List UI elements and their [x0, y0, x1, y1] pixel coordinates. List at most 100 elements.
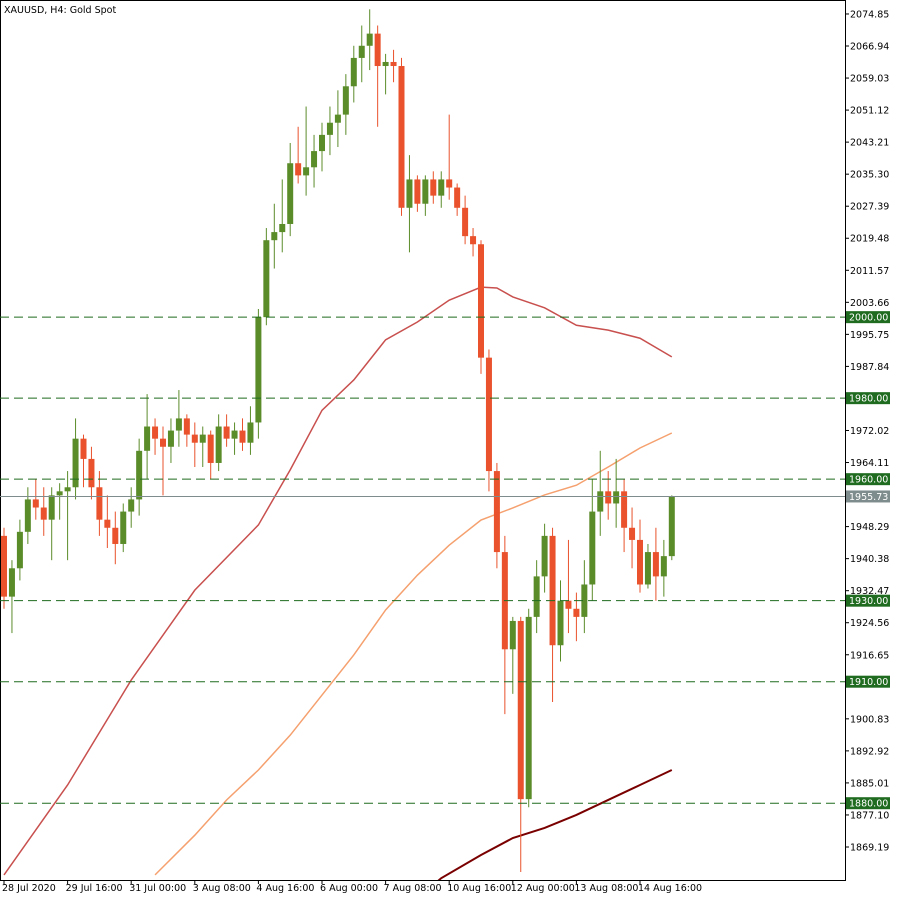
y-tick-label: 1900.83 [850, 714, 889, 725]
level-label: 1930.00 [849, 596, 888, 607]
x-tick-label: 6 Aug 00:00 [320, 883, 378, 894]
candle-body [533, 576, 540, 617]
candle-body [191, 434, 198, 443]
candle-body [350, 57, 357, 87]
plot-frame [0, 0, 846, 881]
candle-body [589, 511, 596, 585]
candle-body [605, 491, 612, 504]
moving-average [3, 286, 673, 876]
x-tick-label: 31 Jul 00:00 [129, 883, 186, 894]
y-tick-label: 1892.92 [850, 746, 889, 757]
candle-body [565, 600, 572, 609]
candle-body [231, 430, 238, 439]
candle-body [390, 61, 397, 67]
candle-body [88, 458, 95, 488]
level-label: 1880.00 [849, 799, 888, 810]
candle-body [271, 232, 278, 241]
candle-body [597, 491, 604, 512]
plot-area [1, 9, 675, 880]
candle-body [398, 66, 405, 208]
candle-body [311, 151, 318, 168]
x-tick-label: 12 Aug 00:00 [511, 883, 575, 894]
candle-body [382, 61, 389, 67]
candle-body [430, 179, 437, 196]
candle-body [175, 418, 182, 431]
x-tick-label: 13 Aug 08:00 [574, 883, 638, 894]
y-tick-label: 2011.57 [850, 266, 889, 277]
candle-body [509, 620, 516, 650]
level-label-box [846, 392, 890, 405]
candle-body [287, 163, 294, 224]
y-tick-label: 1972.02 [850, 426, 889, 437]
candle-body [326, 122, 333, 135]
moving-average [437, 769, 673, 880]
candle-body [549, 535, 556, 646]
candle-body [629, 527, 636, 540]
candle-body [358, 45, 365, 58]
candle-body [613, 491, 620, 504]
x-tick-label: 4 Aug 16:00 [256, 883, 314, 894]
y-tick-label: 2027.39 [850, 202, 889, 213]
candle-body [48, 495, 55, 520]
candle-body [573, 608, 580, 617]
candle-body [414, 179, 421, 204]
candle-body [446, 179, 453, 188]
candle-body [16, 531, 23, 569]
candle-body [644, 552, 651, 585]
y-tick-label: 1885.01 [850, 778, 889, 789]
candle-body [374, 33, 381, 67]
y-tick-label: 2019.48 [850, 234, 889, 245]
candle-body [167, 430, 174, 447]
candle-body [96, 487, 103, 520]
level-label: 2000.00 [849, 313, 888, 324]
candle-body [239, 430, 246, 443]
last-price-label: 1955.73 [849, 492, 888, 503]
candle-body [295, 163, 302, 176]
candle-body [485, 357, 492, 472]
candle-body [24, 499, 31, 532]
candle-body [470, 236, 477, 245]
candle-body [144, 426, 151, 451]
x-tick-label: 14 Aug 16:00 [638, 883, 702, 894]
candle-body [279, 223, 286, 233]
last-price-box [846, 490, 890, 503]
y-tick-label: 1995.75 [850, 330, 889, 341]
candle-body [406, 179, 413, 208]
candle-body [104, 519, 111, 528]
candle-body [462, 207, 469, 237]
y-tick-label: 1916.65 [850, 650, 889, 661]
level-label: 1960.00 [849, 475, 888, 486]
y-tick-label: 1964.11 [850, 458, 889, 469]
candle-body [303, 167, 310, 176]
y-tick-label: 2003.66 [850, 298, 889, 309]
candle-body [40, 507, 47, 520]
candle-body [478, 244, 484, 358]
candle-body [652, 552, 659, 577]
candle-body [263, 240, 270, 318]
candle-body [319, 134, 325, 152]
y-tick-label: 2043.21 [850, 138, 889, 149]
level-label-box [846, 311, 890, 324]
level-label: 1910.00 [849, 677, 888, 688]
level-label-box [846, 473, 890, 486]
candle-body [541, 535, 548, 577]
y-tick-label: 1948.29 [850, 522, 889, 533]
x-tick-label: 3 Aug 08:00 [193, 883, 251, 894]
x-tick-label: 29 Jul 16:00 [66, 883, 123, 894]
candle-body [80, 438, 87, 459]
candle-body [120, 511, 127, 544]
candle-body [637, 539, 643, 585]
candle-body [621, 491, 628, 528]
candle-body [493, 471, 500, 553]
candle-body [668, 496, 675, 557]
candle-body [1, 535, 7, 597]
candle-body [342, 86, 349, 115]
level-label-box [846, 594, 890, 607]
candle-body [8, 568, 15, 597]
chart-title: XAUUSD, H4: Gold Spot [4, 5, 116, 16]
x-tick-label: 28 Jul 2020 [2, 883, 56, 894]
candle-body [215, 426, 222, 463]
candle-body [183, 418, 190, 435]
candle-body [136, 450, 143, 500]
candle-body [517, 620, 524, 800]
